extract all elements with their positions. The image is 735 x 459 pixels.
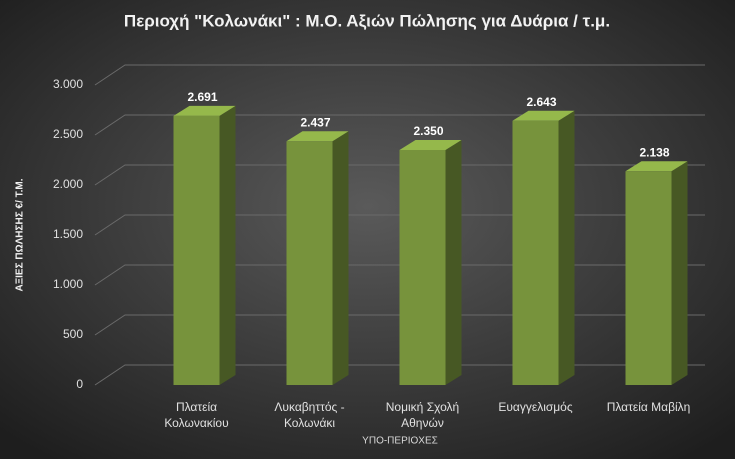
bar-front — [625, 171, 672, 385]
bar-side — [332, 131, 349, 385]
y-tick-label: 3.000 — [53, 77, 83, 91]
x-tick-label: Πλατεία Κολωνακίου — [164, 400, 228, 430]
bar-top — [286, 131, 349, 142]
chart-title: Περιοχή "Κολωνάκι" : Μ.Ο. Αξιών Πώλησης … — [124, 11, 610, 30]
y-tick-label: 2.500 — [53, 127, 83, 141]
bar-top — [512, 110, 575, 121]
x-tick-label: Νομική Σχολή Αθηνών — [386, 400, 459, 430]
bar-front — [173, 115, 220, 386]
value-label: 2.643 — [526, 95, 556, 109]
value-label: 2.350 — [413, 124, 443, 138]
x-tick-label: Λυκαβηττός -Κολωνάκι — [274, 400, 344, 430]
value-label: 2.691 — [187, 90, 217, 104]
bar — [399, 140, 462, 385]
bar-side — [558, 110, 575, 385]
bar — [625, 161, 688, 385]
x-tick-label: Πλατεία Μαβίλη — [607, 400, 691, 414]
value-label: 2.437 — [300, 115, 330, 129]
grid-line — [94, 264, 705, 286]
bar-side — [671, 161, 688, 385]
bar-top — [625, 161, 688, 172]
y-tick-label: 2.000 — [53, 177, 83, 191]
bar — [173, 105, 236, 386]
grid-line — [94, 164, 705, 186]
y-tick-label: 0 — [76, 377, 83, 391]
bar — [286, 131, 349, 385]
grid-line — [94, 364, 705, 386]
y-tick-label: 1.500 — [53, 227, 83, 241]
bar-top — [173, 105, 236, 116]
bar-front — [399, 150, 446, 385]
x-tick-label: Ευαγγελισμός — [498, 400, 573, 414]
bar-side — [219, 105, 236, 386]
bar-side — [445, 140, 462, 385]
bar-top — [399, 140, 462, 150]
grid-line — [94, 114, 705, 136]
x-axis-title: ΥΠΟ-ΠΕΡΙΟΧΕΣ — [362, 436, 438, 447]
bar — [512, 110, 575, 385]
grid-line — [94, 214, 705, 236]
y-tick-label: 500 — [63, 327, 83, 341]
bar-front — [512, 120, 559, 385]
y-axis-title: ΑΞΙΕΣ ΠΩΛΗΣΗΣ €/ Τ.Μ. — [15, 178, 26, 291]
value-label: 2.138 — [639, 145, 669, 159]
bar-front — [286, 141, 333, 385]
grid-line — [94, 314, 705, 336]
grid-line — [94, 64, 705, 86]
y-tick-label: 1.000 — [53, 277, 83, 291]
